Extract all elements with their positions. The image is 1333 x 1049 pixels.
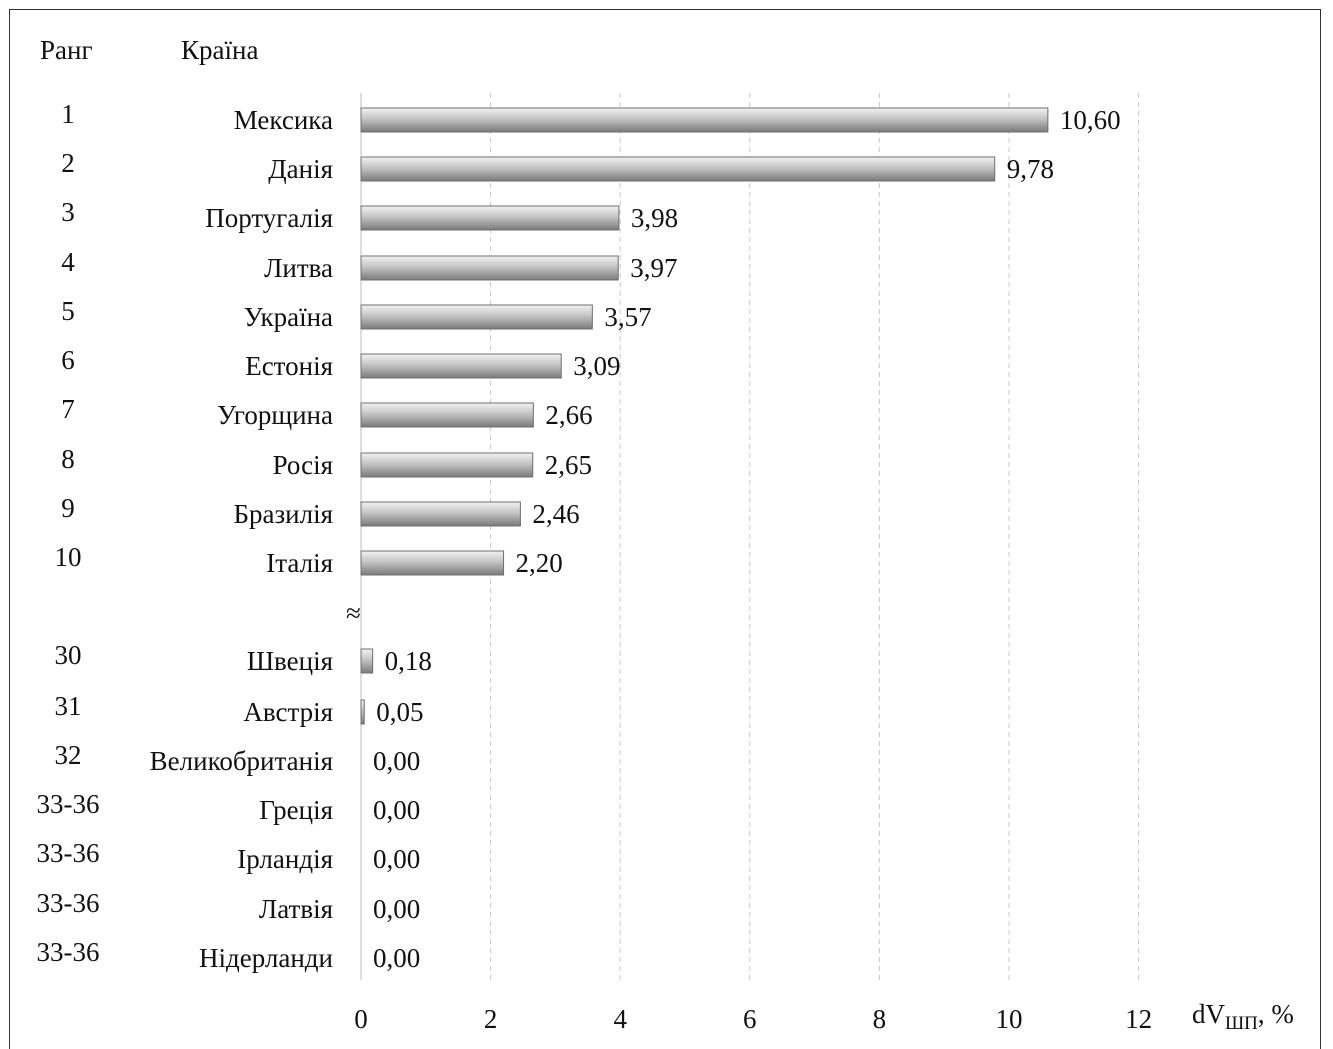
rank-label: 1 (61, 99, 75, 129)
bar (360, 550, 505, 576)
value-label: 0,05 (376, 697, 423, 727)
rank-label: 3 (61, 197, 75, 227)
bar (360, 648, 374, 674)
rank-label: 31 (55, 691, 82, 721)
country-label: Данія (268, 154, 333, 184)
value-label: 3,09 (573, 351, 620, 381)
value-label: 2,66 (545, 400, 592, 430)
x-tick-label: 12 (1125, 1004, 1152, 1034)
rank-label: 8 (61, 444, 75, 474)
x-tick-label: 0 (354, 1004, 368, 1034)
value-label: 2,46 (532, 499, 579, 529)
rank-header: Ранг (40, 35, 93, 65)
bar (360, 107, 1049, 133)
bar (360, 402, 534, 428)
chart-frame (9, 9, 1321, 1049)
value-label: 0,00 (373, 844, 420, 874)
country-label: Естонія (245, 351, 333, 381)
x-axis-label-suffix: , % (1258, 999, 1294, 1029)
country-label: Великобританія (150, 746, 333, 776)
bar (360, 304, 593, 330)
country-label: Португалія (205, 203, 333, 233)
labels-group: 1 Мексика 10,60 2 Данія 9,78 3 Португалія 3,98 4 Л… (37, 99, 1121, 973)
rank-label: 33-36 (37, 838, 100, 868)
rank-label: 6 (61, 345, 75, 375)
value-label: 2,65 (545, 450, 592, 480)
rank-label: 33-36 (37, 789, 100, 819)
bars-group (360, 107, 1049, 725)
value-label: 3,98 (631, 203, 678, 233)
country-label: Італія (266, 548, 333, 578)
country-label: Нідерланди (199, 943, 333, 973)
x-tick-label: 8 (873, 1004, 887, 1034)
country-label: Латвія (259, 894, 333, 924)
x-axis-label-main: dV (1192, 999, 1226, 1029)
country-label: Україна (244, 302, 333, 332)
rank-label: 32 (55, 740, 82, 770)
value-label: 3,97 (630, 253, 677, 283)
country-label: Швеція (247, 646, 333, 676)
x-axis-label: dVШП, % (1192, 999, 1294, 1034)
value-label: 2,20 (516, 548, 563, 578)
value-label: 0,00 (373, 746, 420, 776)
country-label: Мексика (234, 105, 333, 135)
value-label: 10,60 (1060, 105, 1121, 135)
bar (360, 353, 562, 379)
axis-break-symbol: ≈ (346, 598, 361, 628)
country-label: Греція (259, 795, 333, 825)
country-label: Литва (264, 253, 333, 283)
country-label: Ірландія (237, 844, 333, 874)
rank-label: 5 (61, 296, 75, 326)
rank-label: 7 (61, 394, 75, 424)
bar (360, 205, 620, 231)
bar (360, 156, 996, 182)
rank-label: 2 (61, 148, 75, 178)
rank-label: 10 (55, 542, 82, 572)
value-label: 0,00 (373, 894, 420, 924)
country-label: Угорщина (217, 400, 333, 430)
x-axis-label-subscript: ШП (1225, 1013, 1258, 1034)
x-tick-label: 10 (996, 1004, 1023, 1034)
country-label: Австрія (243, 697, 333, 727)
country-header: Країна (181, 35, 258, 65)
country-label: Бразилія (234, 499, 334, 529)
value-label: 0,00 (373, 795, 420, 825)
x-tick-label: 4 (613, 1004, 627, 1034)
rank-label: 9 (61, 493, 75, 523)
bar (360, 501, 521, 527)
bar (360, 699, 365, 725)
value-label: 9,78 (1007, 154, 1054, 184)
country-label: Росія (273, 450, 333, 480)
rank-label: 4 (61, 247, 75, 277)
value-label: 0,00 (373, 943, 420, 973)
rank-label: 33-36 (37, 937, 100, 967)
x-tick-label: 6 (743, 1004, 757, 1034)
x-tick-label: 2 (484, 1004, 498, 1034)
x-tick-labels: 0 2 4 6 8 10 12 (354, 1004, 1152, 1034)
bar (360, 255, 619, 281)
rank-label: 30 (55, 640, 82, 670)
value-label: 0,18 (385, 646, 432, 676)
bar (360, 452, 534, 478)
value-label: 3,57 (604, 302, 651, 332)
grid-lines (360, 93, 1140, 980)
rank-label: 33-36 (37, 888, 100, 918)
